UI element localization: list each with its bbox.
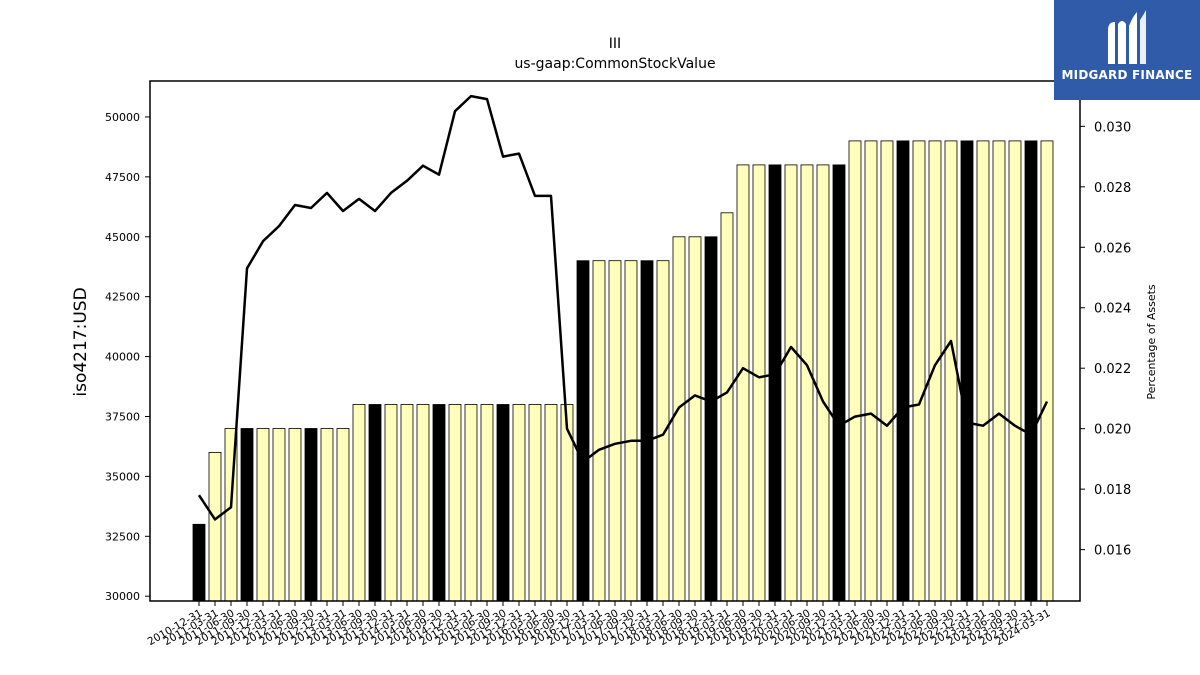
- midgard-finance-logo: MIDGARD FINANCE: [1054, 0, 1200, 100]
- bar: [320, 428, 334, 602]
- bar: [720, 212, 734, 602]
- y-axis-label: iso4217:USD: [71, 287, 91, 396]
- y-tick-label: 32500: [105, 530, 140, 543]
- percentage-line-series: [197, 94, 1049, 521]
- bar: [288, 428, 302, 602]
- y2-tick-label: 0.020: [1094, 423, 1131, 438]
- bar: [336, 428, 350, 602]
- bar: [192, 523, 206, 602]
- logo-mark-icon: [1108, 10, 1146, 64]
- bar: [832, 164, 846, 602]
- y2-tick-label: 0.022: [1094, 362, 1131, 377]
- bar: [992, 140, 1006, 602]
- bar: [752, 164, 766, 602]
- bar: [928, 140, 942, 602]
- bar: [1040, 140, 1054, 602]
- percentage-line: [197, 94, 1049, 521]
- y-tick-label: 42500: [105, 291, 140, 304]
- chart-title: III: [609, 36, 621, 52]
- bar: [976, 140, 990, 602]
- y-tick-label: 50000: [105, 111, 140, 124]
- bars: [192, 140, 1054, 602]
- axes: 30000 32500 35000 37500 40000 42500 45000 47500…: [105, 80, 1131, 648]
- bar: [736, 164, 750, 602]
- bar: [208, 451, 222, 602]
- bar: [768, 164, 782, 602]
- y-tick-label: 45000: [105, 231, 140, 244]
- bar: [816, 164, 830, 602]
- bar: [432, 404, 446, 602]
- bar: [1008, 140, 1022, 602]
- bar: [592, 260, 606, 602]
- bar: [464, 404, 478, 602]
- bar: [256, 428, 270, 602]
- logo-text: MIDGARD FINANCE: [1061, 68, 1193, 82]
- y-tick-label: 47500: [105, 171, 140, 184]
- chart-subtitle: us-gaap:CommonStockValue: [514, 56, 715, 72]
- y2-tick-label: 0.018: [1094, 483, 1131, 498]
- bar: [864, 140, 878, 602]
- bar: [848, 140, 862, 602]
- bar: [528, 404, 542, 602]
- y2-tick-label: 0.026: [1094, 241, 1131, 256]
- bar: [912, 140, 926, 602]
- bar: [352, 404, 366, 602]
- bar: [544, 404, 558, 602]
- bar: [640, 260, 654, 602]
- bar: [688, 236, 702, 602]
- y-tick-label: 40000: [105, 351, 140, 364]
- bar: [480, 404, 494, 602]
- bar: [672, 236, 686, 602]
- bar: [512, 404, 526, 602]
- bar: [400, 404, 414, 602]
- bar: [1024, 140, 1038, 602]
- bar: [384, 404, 398, 602]
- bar: [560, 404, 574, 602]
- bar: [240, 428, 254, 602]
- y2-tick-label: 0.016: [1094, 544, 1131, 559]
- y2-tick-label: 0.030: [1094, 120, 1131, 135]
- bar: [656, 260, 670, 602]
- bar: [960, 140, 974, 602]
- bar: [784, 164, 798, 602]
- bar: [944, 140, 958, 602]
- y2-tick-label: 0.028: [1094, 181, 1131, 196]
- bar: [416, 404, 430, 602]
- bar: [448, 404, 462, 602]
- y-tick-label: 37500: [105, 410, 140, 423]
- bar: [496, 404, 510, 602]
- bar: [800, 164, 814, 602]
- bar: [624, 260, 638, 602]
- y2-axis-label: Percentage of Assets: [1145, 284, 1158, 400]
- y-tick-label: 30000: [105, 590, 140, 603]
- bar: [880, 140, 894, 602]
- bar: [704, 236, 718, 602]
- y2-tick-label: 0.024: [1094, 302, 1131, 317]
- bar: [304, 428, 318, 602]
- y-tick-label: 35000: [105, 470, 140, 483]
- bar: [896, 140, 910, 602]
- bar: [608, 260, 622, 602]
- bar: [272, 428, 286, 602]
- bar: [368, 404, 382, 602]
- bar: [576, 260, 590, 602]
